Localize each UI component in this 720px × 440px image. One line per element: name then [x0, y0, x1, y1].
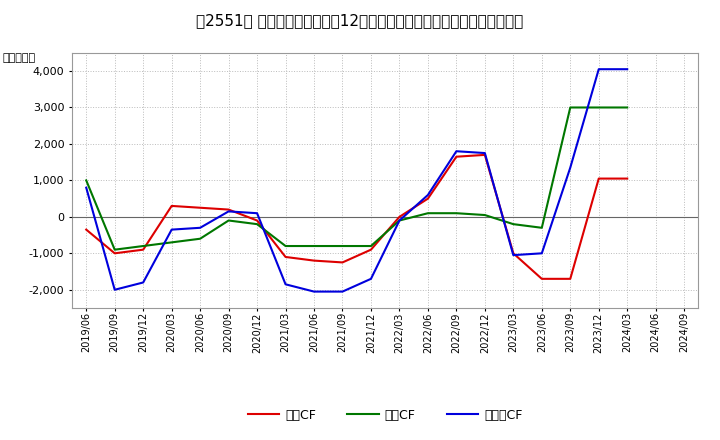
営業CF: [338, 260, 347, 265]
Text: 、2551、 キャッシュフローの12か月移動合計の対前年同期増減額の推移: 、2551、 キャッシュフローの12か月移動合計の対前年同期増減額の推移: [197, 13, 523, 28]
営業CF: [623, 176, 631, 181]
投資CF: [225, 218, 233, 223]
投資CF: [480, 213, 489, 218]
フリーCF: [82, 185, 91, 191]
営業CF: [282, 254, 290, 260]
営業CF: [480, 152, 489, 158]
フリーCF: [167, 227, 176, 232]
営業CF: [395, 214, 404, 220]
Line: 投資CF: 投資CF: [86, 107, 627, 249]
フリーCF: [253, 211, 261, 216]
営業CF: [196, 205, 204, 210]
フリーCF: [395, 218, 404, 223]
投資CF: [595, 105, 603, 110]
投資CF: [253, 221, 261, 227]
営業CF: [366, 247, 375, 252]
フリーCF: [480, 150, 489, 156]
投資CF: [423, 211, 432, 216]
営業CF: [509, 251, 518, 256]
営業CF: [253, 218, 261, 223]
投資CF: [452, 211, 461, 216]
フリーCF: [623, 66, 631, 72]
営業CF: [110, 251, 119, 256]
フリーCF: [139, 280, 148, 285]
投資CF: [139, 243, 148, 249]
投資CF: [395, 218, 404, 223]
営業CF: [139, 247, 148, 252]
フリーCF: [338, 289, 347, 294]
営業CF: [537, 276, 546, 282]
フリーCF: [282, 282, 290, 287]
営業CF: [566, 276, 575, 282]
Line: フリーCF: フリーCF: [86, 69, 627, 292]
投資CF: [509, 221, 518, 227]
投資CF: [196, 236, 204, 242]
フリーCF: [196, 225, 204, 231]
営業CF: [310, 258, 318, 263]
投資CF: [82, 178, 91, 183]
営業CF: [595, 176, 603, 181]
フリーCF: [423, 192, 432, 198]
投資CF: [338, 243, 347, 249]
投資CF: [282, 243, 290, 249]
フリーCF: [110, 287, 119, 293]
投資CF: [167, 240, 176, 245]
フリーCF: [537, 251, 546, 256]
フリーCF: [509, 253, 518, 258]
営業CF: [225, 207, 233, 212]
投資CF: [110, 247, 119, 252]
Line: 営業CF: 営業CF: [86, 155, 627, 279]
営業CF: [423, 196, 432, 201]
フリーCF: [566, 165, 575, 170]
フリーCF: [452, 149, 461, 154]
営業CF: [452, 154, 461, 159]
フリーCF: [310, 289, 318, 294]
Text: （百万円）: （百万円）: [2, 53, 35, 63]
営業CF: [167, 203, 176, 209]
フリーCF: [366, 276, 375, 282]
フリーCF: [595, 66, 603, 72]
Legend: 営業CF, 投資CF, フリーCF: 営業CF, 投資CF, フリーCF: [243, 403, 528, 426]
投資CF: [623, 105, 631, 110]
投資CF: [566, 105, 575, 110]
投資CF: [537, 225, 546, 231]
フリーCF: [225, 209, 233, 214]
投資CF: [310, 243, 318, 249]
投資CF: [366, 243, 375, 249]
営業CF: [82, 227, 91, 232]
